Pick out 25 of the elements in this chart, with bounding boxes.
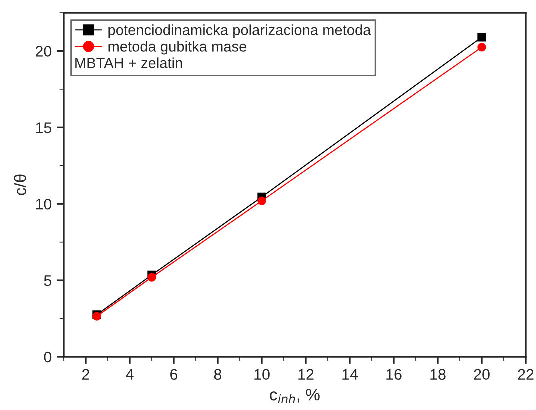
x-tick-label: 16 xyxy=(386,369,402,380)
annotation: MBTAH + zelatin xyxy=(76,58,182,68)
x-axis-title: c$_{inh}$, % xyxy=(270,389,320,404)
y-tick-label: 5 xyxy=(44,276,52,286)
legend-label: metoda gubitka mase xyxy=(108,41,247,55)
x-tick-label: 10 xyxy=(254,369,270,380)
legend-label: potenciodinamicka polarizaciona metoda xyxy=(108,24,372,38)
x-tick-label: 22 xyxy=(518,369,534,380)
x-tick-label: 2 xyxy=(82,369,90,380)
point xyxy=(478,43,486,52)
x-tick-label: 18 xyxy=(430,369,446,380)
point xyxy=(258,196,266,206)
y-axis-title: c/θ xyxy=(14,174,26,196)
y-tick-label: 15 xyxy=(36,122,52,134)
point xyxy=(478,33,486,42)
point xyxy=(148,273,156,282)
x-tick-label: 4 xyxy=(126,369,134,380)
y-tick-label: 10 xyxy=(36,198,52,210)
x-tick-label: 20 xyxy=(474,369,490,380)
x-tick-label: 12 xyxy=(298,369,314,380)
x-tick-label: 8 xyxy=(214,369,222,380)
x-tick-label: 6 xyxy=(170,369,178,380)
y-tick-label: 0 xyxy=(44,352,52,363)
y-tick-label: 20 xyxy=(36,46,52,57)
x-tick-label: 14 xyxy=(342,369,358,380)
